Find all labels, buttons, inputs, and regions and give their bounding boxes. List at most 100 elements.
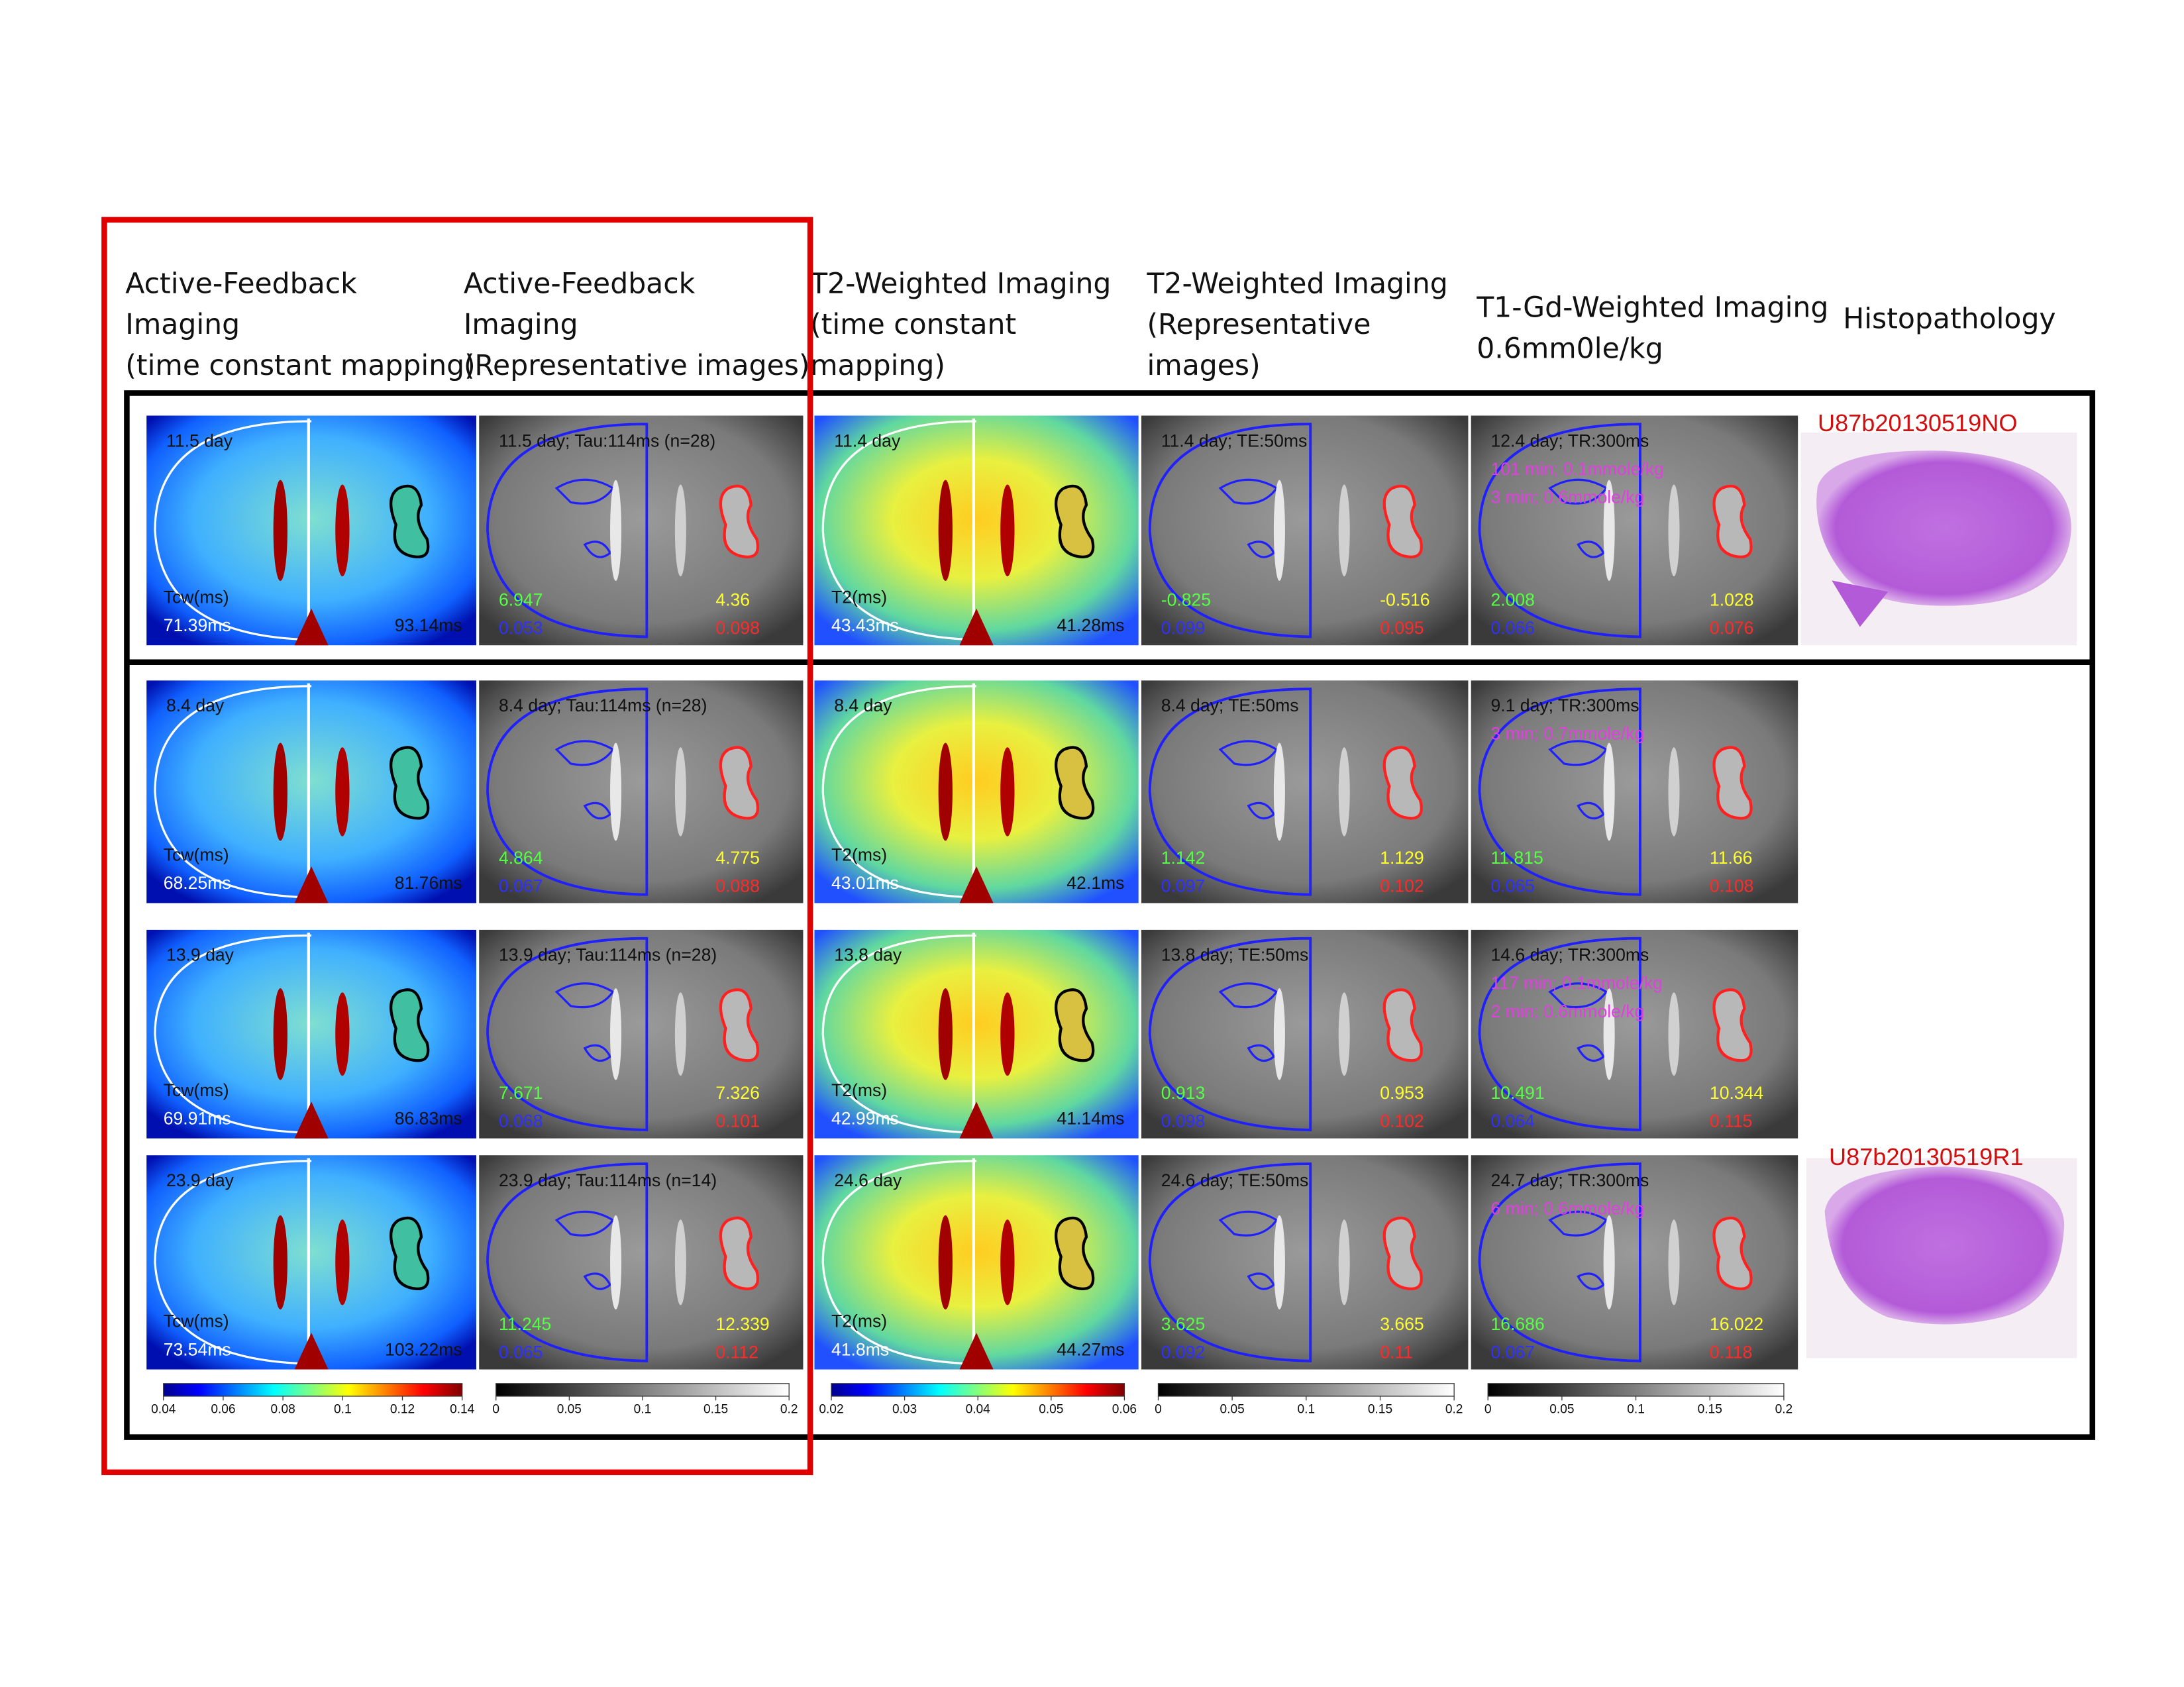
ventricle [335, 992, 350, 1076]
colorbar [1157, 1383, 1455, 1397]
tumor-contour [719, 746, 759, 820]
roi-outline [1148, 423, 1312, 639]
right-value: 0.076 [1710, 618, 1754, 638]
left-value: 10.491 [1490, 1083, 1544, 1103]
unit-label: T2(ms) [831, 587, 887, 607]
right-value: 42.1ms [1066, 873, 1124, 893]
histology-fragment [1832, 580, 1889, 627]
panel-title: 11.4 day; TE:50ms [1161, 431, 1308, 450]
panel-title: 13.9 day; Tau:114ms (n=28) [499, 945, 717, 965]
colorbar-label: 0.05 [1039, 1402, 1063, 1416]
right-value: 0.11 [1380, 1343, 1413, 1362]
left-value: 6.947 [499, 590, 543, 610]
column-header: Imaging [464, 309, 578, 341]
colorbar-label: 0.1 [334, 1402, 352, 1416]
left-value: 71.39ms [164, 615, 231, 635]
colorbar [831, 1383, 1125, 1397]
colorbar [163, 1383, 463, 1397]
panel-title: 11.4 day [834, 431, 901, 450]
roi-outline [486, 423, 649, 639]
right-value: 0.088 [715, 876, 760, 895]
right-value: 103.22ms [385, 1339, 462, 1359]
ventricle [1000, 1219, 1015, 1305]
left-value: 16.686 [1490, 1314, 1544, 1334]
right-value: 3.665 [1380, 1314, 1424, 1334]
right-value: 0.115 [1710, 1111, 1753, 1131]
roi-detail [1548, 982, 1608, 1062]
roi-detail [554, 982, 615, 1062]
ventricle [610, 480, 622, 582]
ventricle [335, 484, 350, 577]
ventricle [1603, 988, 1615, 1080]
right-value: 4.775 [715, 848, 760, 868]
colorbar-label: 0.12 [390, 1402, 415, 1416]
left-value: 0.067 [1490, 1343, 1535, 1362]
column-header: images) [1147, 350, 1260, 382]
colorbar [495, 1383, 790, 1397]
brain-outline [154, 420, 312, 641]
column-header: Imaging [125, 309, 240, 341]
ventricle [1000, 992, 1015, 1076]
brain-outline [154, 1160, 312, 1365]
right-value: 93.14ms [395, 615, 462, 635]
ventricle [1338, 747, 1350, 837]
left-value: 41.8ms [831, 1339, 889, 1359]
colorbar-label: 0 [492, 1402, 499, 1416]
tumor-contour [1382, 988, 1423, 1062]
colorbar-label: 0.06 [1112, 1402, 1137, 1416]
roi-detail [554, 1210, 615, 1290]
roi-outline [1478, 688, 1641, 896]
ventricle [1000, 747, 1015, 837]
left-value: 42.99ms [831, 1108, 899, 1128]
column-header: (time constant mapping) [125, 350, 475, 382]
ventricle [1338, 1219, 1350, 1305]
roi-outline [1478, 1162, 1641, 1362]
panel-title: 13.9 day [166, 945, 234, 965]
panel-title: 11.5 day [166, 431, 233, 450]
ventricle [674, 1219, 686, 1305]
colorbar-label: 0.15 [1368, 1402, 1392, 1416]
unit-label: Tcw(ms) [164, 1080, 229, 1100]
right-value: 0.101 [715, 1111, 760, 1131]
roi-detail [1218, 982, 1278, 1062]
ventricle [674, 484, 686, 577]
histology-tissue [1816, 450, 2071, 606]
note: 101 min; 0.1mmole/kg [1490, 459, 1663, 479]
colorbar-label: 0.04 [966, 1402, 991, 1416]
unit-label: T2(ms) [831, 1311, 887, 1331]
tumor-contour [390, 988, 430, 1062]
column-header: Active-Feedback [125, 268, 357, 300]
colorbar-label: 0.2 [780, 1402, 798, 1416]
right-value: -0.516 [1380, 590, 1430, 610]
colorbar-label: 0.05 [1220, 1402, 1245, 1416]
right-value: 1.028 [1710, 590, 1754, 610]
panel-title: 23.9 day; Tau:114ms (n=14) [499, 1170, 717, 1190]
left-value: 43.43ms [831, 615, 899, 635]
right-value: 0.108 [1710, 876, 1754, 895]
left-value: 0.097 [1161, 876, 1206, 895]
right-value: 0.095 [1380, 618, 1424, 638]
panel-grid: Active-Feedback Imaging (time constant map… [125, 268, 2055, 1416]
left-value: 0.065 [499, 1343, 543, 1362]
brain-outline [154, 934, 312, 1134]
colorbar [1487, 1383, 1785, 1397]
ventricle [610, 988, 622, 1080]
left-value: 3.625 [1161, 1314, 1206, 1334]
left-value: 0.067 [499, 876, 543, 895]
ventricle [938, 1215, 953, 1310]
panel-title: 13.8 day [834, 945, 902, 965]
specimen-label: U87b20130519NO [1818, 409, 2018, 436]
specimen-label: U87b20130519R1 [1829, 1143, 2024, 1170]
roi-outline [1478, 937, 1641, 1131]
roi-detail [1548, 1210, 1608, 1290]
column-header: 0.6mm0le/kg [1477, 332, 1663, 365]
panel-title: 8.4 day [834, 695, 892, 715]
panel-title: 9.1 day; TR:300ms [1490, 695, 1639, 715]
ventricle [674, 747, 686, 837]
colorbar-label: 0.1 [1298, 1402, 1316, 1416]
tumor-contour [719, 988, 759, 1062]
base-blob [959, 1333, 994, 1370]
colorbar-label: 0.06 [211, 1402, 235, 1416]
colorbar-label: 0.05 [1549, 1402, 1574, 1416]
column-header: Active-Feedback [464, 268, 696, 300]
